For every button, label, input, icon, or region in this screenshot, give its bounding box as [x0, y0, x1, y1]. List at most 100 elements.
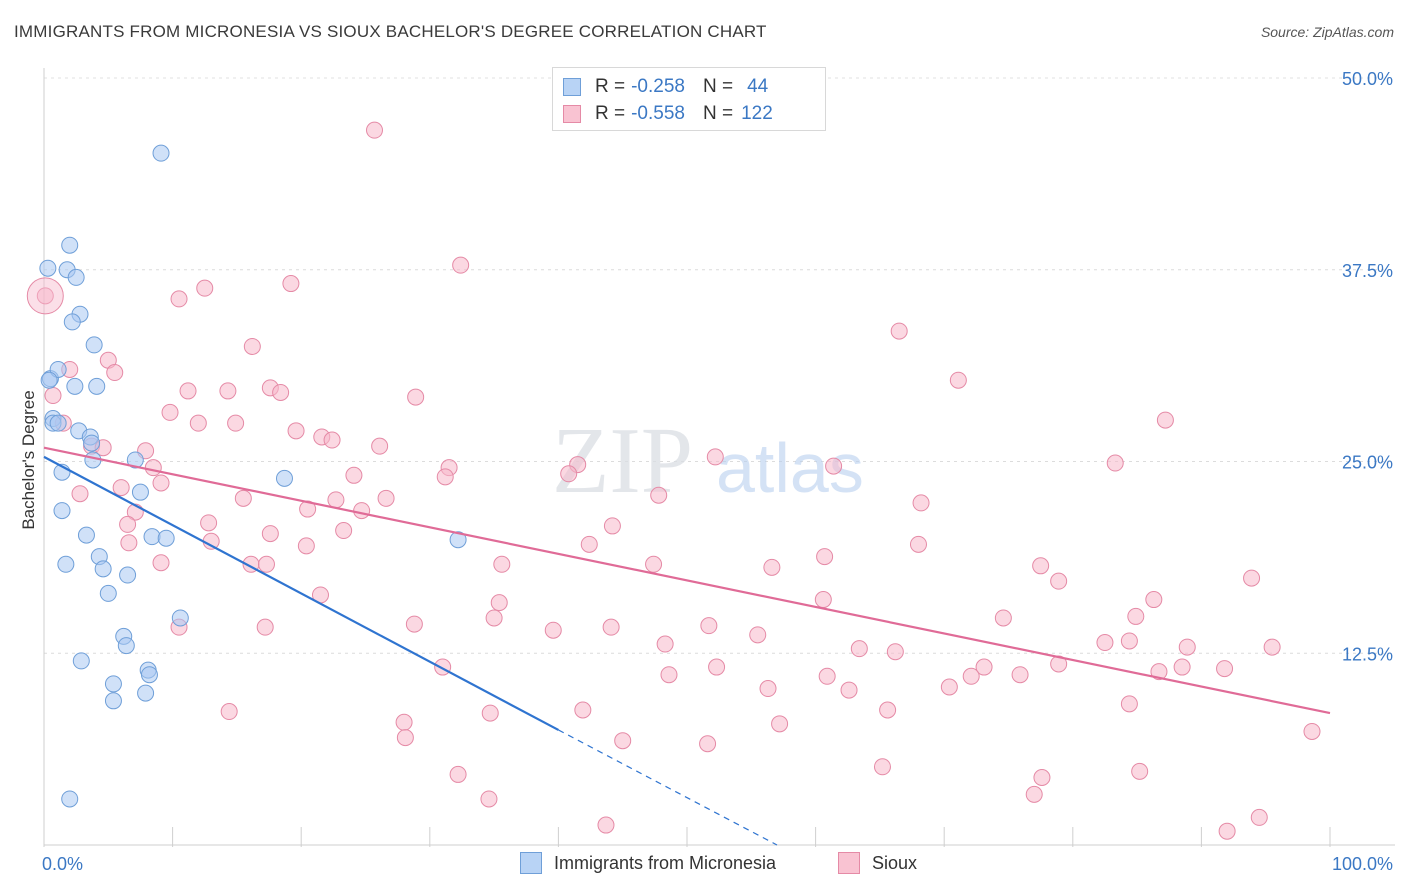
- sioux-point: [656, 635, 674, 653]
- legend-swatch-sioux: [563, 105, 581, 123]
- sioux-point: [1216, 660, 1234, 678]
- sioux-point: [44, 387, 62, 405]
- micronesia-point: [275, 469, 293, 487]
- sioux-point: [1120, 695, 1138, 713]
- sioux-point: [602, 618, 620, 636]
- sioux-point: [261, 525, 279, 543]
- sioux-point: [377, 489, 395, 507]
- sioux-point: [759, 680, 777, 698]
- sioux-point: [1131, 762, 1149, 780]
- micronesia-point: [152, 144, 170, 162]
- sioux-point: [152, 554, 170, 572]
- legend-swatch-micronesia: [563, 78, 581, 96]
- sioux-point: [580, 535, 598, 553]
- legend-row-micronesia: R = -0.258 N = 44: [563, 74, 768, 100]
- sioux-point: [814, 591, 832, 609]
- sioux-point: [196, 279, 214, 297]
- sioux-point: [1173, 658, 1191, 676]
- legend-row-sioux: R = -0.558 N = 122: [563, 101, 773, 127]
- legend: R = -0.258 N = 44 R = -0.558 N = 122: [552, 67, 826, 131]
- sioux-point: [200, 514, 218, 532]
- sioux-point: [962, 667, 980, 685]
- micronesia-point: [99, 584, 117, 602]
- sioux-point: [345, 466, 363, 484]
- micronesia-point: [72, 652, 90, 670]
- sioux-point: [912, 494, 930, 512]
- micronesia-point: [61, 236, 79, 254]
- sioux-point: [1243, 569, 1261, 587]
- sioux-point: [449, 765, 467, 783]
- sioux-point: [220, 703, 238, 721]
- sioux-point: [1218, 822, 1236, 840]
- sioux-point: [120, 534, 138, 552]
- legend-n-value: 44: [747, 76, 769, 97]
- sioux-point: [1032, 557, 1050, 575]
- sioux-point: [840, 681, 858, 699]
- sioux-point: [1127, 607, 1145, 625]
- micronesia-point: [77, 526, 95, 544]
- sioux-point: [256, 618, 274, 636]
- sioux-point: [366, 121, 384, 139]
- sioux-point: [480, 790, 498, 808]
- legend-n-label: N =: [702, 103, 734, 124]
- sioux-point: [1050, 572, 1068, 590]
- sioux-point: [890, 322, 908, 340]
- sioux-point: [645, 555, 663, 573]
- sioux-point: [949, 371, 967, 389]
- sioux-point: [1011, 666, 1029, 684]
- sioux-point: [1120, 632, 1138, 650]
- sioux-point: [1250, 808, 1268, 826]
- sioux-point: [614, 732, 632, 750]
- micronesia-point: [40, 371, 58, 389]
- sioux-point: [490, 594, 508, 612]
- sioux-point: [1033, 769, 1051, 787]
- sioux-point: [282, 275, 300, 293]
- sioux-point: [879, 701, 897, 719]
- micronesia-trend-extension: [558, 729, 778, 846]
- micronesia-point: [63, 313, 81, 331]
- sioux-point: [1156, 411, 1174, 429]
- micronesia-point: [88, 377, 106, 395]
- sioux-point: [493, 555, 511, 573]
- source-label: Source: ZipAtlas.com: [1260, 24, 1394, 40]
- sioux-point: [1145, 591, 1163, 609]
- bottom-legend-swatch-micronesia: [520, 852, 542, 874]
- sioux-point: [1263, 638, 1281, 656]
- sioux-point: [1106, 454, 1124, 472]
- sioux-point: [112, 479, 130, 497]
- sioux-point: [994, 609, 1012, 627]
- sioux-point: [975, 658, 993, 676]
- sioux-point: [1096, 634, 1114, 652]
- tick-labels: 12.5% 25.0% 37.5% 50.0% 0.0% 100.0%: [42, 69, 1393, 874]
- sioux-point: [407, 388, 425, 406]
- sioux-point: [371, 437, 389, 455]
- y-tick-label: 37.5%: [1342, 261, 1393, 281]
- micronesia-point: [157, 529, 175, 547]
- sioux-point: [749, 626, 767, 644]
- legend-r-value: -0.558: [631, 103, 685, 124]
- micronesia-point: [137, 684, 155, 702]
- sioux-point: [560, 465, 578, 483]
- sioux-point: [170, 290, 188, 308]
- micronesia-point: [126, 451, 144, 469]
- sioux-point: [909, 535, 927, 553]
- sioux-point: [323, 431, 341, 449]
- sioux-point: [485, 609, 503, 627]
- micronesia-point: [83, 434, 101, 452]
- sioux-point: [257, 555, 275, 573]
- sioux-point: [700, 617, 718, 635]
- sioux-point: [71, 485, 89, 503]
- sioux-point: [272, 383, 290, 401]
- micronesia-point: [39, 259, 57, 277]
- sioux-point: [940, 678, 958, 696]
- sioux-point: [1303, 722, 1321, 740]
- micronesia-point: [104, 692, 122, 710]
- sioux-point: [816, 548, 834, 566]
- sioux-points: [26, 121, 1321, 840]
- y-tick-label: 12.5%: [1342, 644, 1393, 664]
- sioux-point: [481, 704, 499, 722]
- micronesia-point: [117, 637, 135, 655]
- sioux-point: [706, 448, 724, 466]
- sioux-point: [189, 414, 207, 432]
